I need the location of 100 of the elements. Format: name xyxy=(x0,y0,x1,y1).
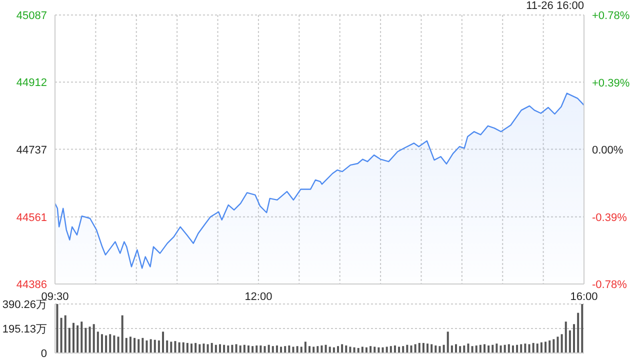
bar xyxy=(479,344,482,353)
bar xyxy=(328,346,331,353)
bar xyxy=(308,346,311,353)
bar xyxy=(520,344,522,353)
bar xyxy=(556,336,559,353)
bar xyxy=(492,344,494,353)
bar xyxy=(418,342,420,353)
bar xyxy=(410,345,412,353)
bar xyxy=(540,342,542,353)
y2-tick-label: -0.78% xyxy=(592,279,628,291)
bar xyxy=(268,344,270,353)
bar xyxy=(560,334,563,353)
bar xyxy=(528,344,530,353)
bar xyxy=(243,344,246,353)
text: 11-26 16:00 xyxy=(526,0,584,12)
bar xyxy=(337,346,339,353)
bar xyxy=(341,344,344,353)
y2-tick-label: +0.39% xyxy=(592,77,630,90)
bar xyxy=(272,346,274,353)
bar xyxy=(320,345,323,353)
bar xyxy=(260,345,262,353)
bar xyxy=(524,344,526,353)
y-tick-label: 390.26万 xyxy=(2,298,47,311)
bar xyxy=(398,346,400,353)
bar xyxy=(438,346,441,353)
bar xyxy=(206,344,209,353)
bar xyxy=(198,344,201,353)
y2-tick-label: -0.39% xyxy=(592,212,628,224)
bar xyxy=(60,318,62,353)
x-tick-label: 12:00 xyxy=(244,290,272,303)
bar xyxy=(370,346,372,353)
bar xyxy=(296,346,298,353)
bar xyxy=(105,335,108,353)
bar xyxy=(218,344,221,353)
bar xyxy=(390,346,392,353)
bar xyxy=(483,344,486,353)
bar xyxy=(174,341,176,353)
y-tick-label: 44386 xyxy=(16,279,47,291)
bar xyxy=(564,322,567,353)
bar xyxy=(210,342,213,353)
bar xyxy=(496,344,498,353)
bar xyxy=(252,346,254,353)
bar xyxy=(182,342,184,353)
bar xyxy=(426,344,429,353)
bar xyxy=(146,340,148,353)
bar xyxy=(361,346,364,353)
bar xyxy=(504,344,506,353)
bar xyxy=(434,345,437,353)
bar xyxy=(349,346,352,353)
bar xyxy=(256,345,258,353)
bar xyxy=(573,324,576,353)
bar xyxy=(442,344,445,353)
bar xyxy=(422,342,424,353)
bar xyxy=(463,345,466,353)
bar xyxy=(100,334,103,353)
bar xyxy=(231,344,234,353)
bar xyxy=(516,344,518,353)
bar xyxy=(214,344,217,353)
bar xyxy=(544,342,547,353)
bar xyxy=(394,345,396,353)
bar xyxy=(459,346,462,353)
bar xyxy=(357,348,360,353)
bar xyxy=(92,324,95,353)
bar xyxy=(402,346,404,353)
bar xyxy=(264,346,266,353)
bar xyxy=(446,332,449,353)
bar xyxy=(532,342,534,353)
y-tick-label: 44737 xyxy=(16,144,47,156)
y2-tick-label: +0.78% xyxy=(592,10,630,22)
bar xyxy=(170,342,172,353)
bar xyxy=(166,340,168,353)
bar xyxy=(386,346,388,353)
bar xyxy=(280,346,282,353)
bar xyxy=(276,345,278,353)
bar xyxy=(577,312,580,353)
y2-tick-label: 0.00% xyxy=(592,144,624,156)
bar xyxy=(227,345,230,353)
bar xyxy=(300,346,302,353)
bar xyxy=(247,345,250,353)
bar xyxy=(162,332,164,353)
y-tick-label: 0 xyxy=(40,348,47,360)
bar xyxy=(138,339,140,353)
x-tick-label: 16:00 xyxy=(570,290,598,303)
bar xyxy=(512,345,514,353)
bar xyxy=(76,325,79,353)
bar xyxy=(223,344,226,353)
bar xyxy=(500,345,502,353)
bar xyxy=(316,346,319,353)
bar xyxy=(194,342,197,353)
bar xyxy=(121,315,124,353)
bar xyxy=(292,346,294,353)
bar xyxy=(178,342,180,353)
bar xyxy=(117,336,120,353)
bar xyxy=(80,322,83,353)
bar xyxy=(158,340,160,353)
bar xyxy=(284,346,286,353)
bar xyxy=(154,340,156,353)
y-tick-label: 44561 xyxy=(16,212,47,224)
bar xyxy=(568,330,571,353)
bar xyxy=(581,304,584,353)
